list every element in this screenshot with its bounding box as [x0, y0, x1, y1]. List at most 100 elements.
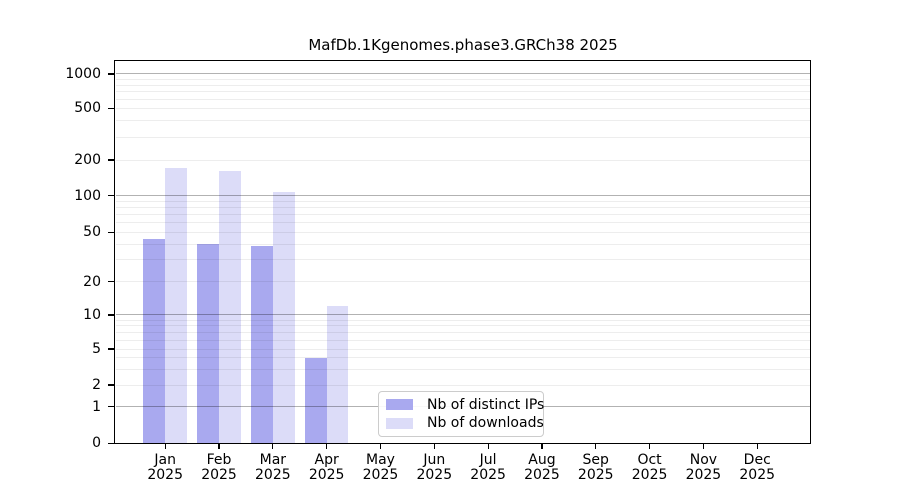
- x-tick-month: Jul: [479, 452, 497, 468]
- x-tick-year: 2025: [685, 467, 722, 483]
- x-tick-month: Jun: [423, 452, 446, 468]
- gridline-minor: [115, 136, 810, 138]
- y-tick: [107, 281, 115, 283]
- gridline-minor: [115, 91, 810, 93]
- x-tick: [218, 443, 220, 450]
- gridline-minor: [115, 78, 810, 80]
- x-tick-label: Dec 2025: [729, 453, 785, 483]
- x-tick-label: Mar 2025: [245, 453, 301, 483]
- gridline-minor: [115, 384, 810, 386]
- x-tick: [272, 443, 274, 450]
- x-tick-year: 2025: [470, 467, 506, 483]
- x-tick-month: Apr: [314, 452, 339, 468]
- bar-nb-of-downloads-feb: [219, 170, 241, 444]
- x-tick-month: Feb: [206, 452, 232, 468]
- x-tick-month: Sep: [582, 452, 609, 468]
- x-tick: [433, 443, 435, 450]
- x-tick-label: Oct 2025: [622, 453, 678, 483]
- x-tick: [541, 443, 543, 450]
- x-tick-label: May 2025: [352, 453, 408, 483]
- y-tick: [107, 194, 115, 197]
- y-tick-label: 20: [83, 273, 101, 290]
- gridline-minor: [115, 107, 810, 109]
- y-tick-label: 100: [74, 187, 101, 204]
- x-tick-month: Oct: [637, 452, 662, 468]
- y-tick-label: 1000: [65, 66, 101, 82]
- gridline-minor: [115, 243, 810, 245]
- gridline-minor: [115, 259, 810, 261]
- gridline-minor: [115, 120, 810, 122]
- bar-nb-of-downloads-mar: [272, 191, 295, 444]
- x-tick-year: 2025: [416, 467, 453, 483]
- gridline-minor: [115, 357, 810, 359]
- x-tick-label: Apr 2025: [299, 453, 355, 483]
- y-tick: [107, 348, 115, 350]
- y-tick-label: 10: [83, 307, 101, 323]
- x-tick-month: Jan: [154, 452, 176, 468]
- y-tick: [107, 73, 115, 75]
- gridline-minor: [115, 98, 810, 100]
- y-tick: [107, 231, 115, 233]
- gridline-minor: [115, 206, 810, 208]
- x-tick-year: 2025: [147, 467, 183, 483]
- x-tick-label: Feb 2025: [191, 453, 247, 483]
- gridline-major: [115, 194, 810, 196]
- distinct-ips-swatch-icon: [386, 399, 413, 411]
- x-tick-year: 2025: [201, 467, 237, 483]
- x-tick-month: Dec: [743, 452, 771, 468]
- x-tick: [756, 443, 758, 450]
- gridline-minor: [115, 200, 810, 202]
- x-tick-month: Mar: [259, 452, 287, 468]
- legend: Nb of distinct IPs Nb of downloads: [378, 391, 544, 437]
- x-tick: [595, 443, 597, 450]
- bar-nb-of-distinct-ips-mar: [251, 245, 273, 444]
- downloads-swatch-icon: [386, 417, 413, 429]
- y-tick-label: 0: [92, 435, 101, 452]
- y-tick: [107, 107, 115, 109]
- x-tick: [487, 443, 489, 450]
- legend-item-distinct-ips: Nb of distinct IPs: [379, 396, 545, 415]
- bar-nb-of-distinct-ips-feb: [197, 244, 220, 444]
- x-tick-year: 2025: [631, 467, 668, 483]
- bar-nb-of-distinct-ips-jan: [143, 239, 166, 444]
- x-tick: [379, 443, 382, 450]
- x-tick: [326, 443, 328, 450]
- legend-label-distinct-ips: Nb of distinct IPs: [427, 396, 545, 413]
- gridline-minor: [115, 319, 810, 321]
- x-tick-month: Aug: [528, 452, 556, 468]
- bar-nb-of-downloads-apr: [326, 306, 349, 444]
- y-tick-label: 200: [74, 152, 101, 168]
- x-tick: [164, 443, 166, 450]
- y-tick-label: 50: [83, 224, 101, 241]
- gridline-minor: [115, 222, 810, 224]
- gridline-minor: [115, 339, 810, 341]
- y-tick-label: 5: [92, 341, 101, 357]
- x-tick-year: 2025: [362, 467, 399, 483]
- gridline-minor: [115, 231, 810, 233]
- legend-item-downloads: Nb of downloads: [379, 414, 544, 433]
- gridline-major: [115, 73, 810, 75]
- gridline-minor: [115, 368, 810, 370]
- y-tick: [107, 442, 115, 444]
- gridline-minor: [115, 159, 810, 161]
- gridline-minor: [115, 331, 810, 333]
- gridline-minor: [115, 325, 810, 327]
- y-tick-label: 2: [92, 377, 101, 393]
- y-tick-label: 500: [74, 100, 101, 117]
- y-tick: [107, 406, 115, 408]
- x-tick-month: Nov: [689, 452, 718, 468]
- x-tick-label: Nov 2025: [675, 453, 731, 483]
- chart-title: MafDb.1Kgenomes.phase3.GRCh38 2025: [308, 36, 618, 54]
- x-tick: [702, 443, 704, 450]
- x-tick-label: Jun 2025: [406, 453, 462, 483]
- x-tick-label: Jul 2025: [460, 453, 516, 483]
- x-tick-year: 2025: [577, 467, 614, 483]
- gridline-minor: [115, 213, 810, 215]
- y-tick: [107, 384, 115, 386]
- x-tick-year: 2025: [739, 467, 776, 483]
- x-tick-year: 2025: [308, 467, 345, 483]
- gridline-minor: [115, 348, 810, 350]
